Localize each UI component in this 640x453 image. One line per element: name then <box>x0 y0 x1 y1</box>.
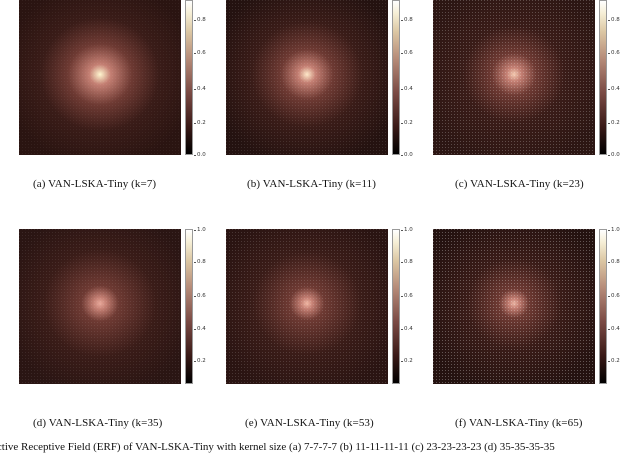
colorbar-tick: 0.2 <box>401 120 413 126</box>
colorbar-tick: 0.4 <box>194 326 206 332</box>
colorbar-tick: 0.2 <box>194 120 206 126</box>
subfigure-caption: (e) VAN-LSKA-Tiny (k=53) <box>245 417 374 429</box>
colorbar-tick: 0.8 <box>401 17 413 23</box>
colorbar-tick: 0.8 <box>194 259 206 265</box>
subfigure-caption: (c) VAN-LSKA-Tiny (k=23) <box>455 178 584 190</box>
colorbar-tick: 0.6 <box>194 293 206 299</box>
subfigure-caption: (b) VAN-LSKA-Tiny (k=11) <box>247 178 377 190</box>
colorbar <box>392 0 400 155</box>
erf-heatmap <box>226 229 388 384</box>
subfigure-caption: (f) VAN-LSKA-Tiny (k=65) <box>455 417 583 429</box>
colorbar-tick: 1.0 <box>194 227 206 233</box>
colorbar-tick: 0.2 <box>194 358 206 364</box>
erf-heatmap <box>226 0 388 155</box>
colorbar-tick: 0.4 <box>608 326 620 332</box>
colorbar-tick: 0.8 <box>194 17 206 23</box>
colorbar <box>185 0 193 155</box>
colorbar-tick: 1.0 <box>401 227 413 233</box>
subfigure-caption: (d) VAN-LSKA-Tiny (k=35) <box>33 417 163 429</box>
erf-heatmap <box>19 229 181 384</box>
colorbar-tick: 0.4 <box>401 86 413 92</box>
colorbar <box>185 229 193 384</box>
colorbar-tick: 0.6 <box>401 293 413 299</box>
colorbar-tick: 0.4 <box>401 326 413 332</box>
colorbar-tick: 0.6 <box>608 50 620 56</box>
colorbar <box>599 229 607 384</box>
colorbar-tick: 0.8 <box>608 259 620 265</box>
colorbar-tick: 0.6 <box>401 50 413 56</box>
subfigure-caption: (a) VAN-LSKA-Tiny (k=7) <box>33 178 157 190</box>
colorbar-tick: 0.6 <box>194 50 206 56</box>
erf-heatmap <box>433 229 595 384</box>
colorbar-tick: 0.8 <box>608 17 620 23</box>
figure-caption: ective Receptive Field (ERF) of VAN-LSKA… <box>0 441 555 453</box>
colorbar-tick: 0.6 <box>608 293 620 299</box>
colorbar-tick: 0.8 <box>401 259 413 265</box>
colorbar-tick: 0.4 <box>608 86 620 92</box>
colorbar-tick: 0.2 <box>608 358 620 364</box>
erf-heatmap <box>19 0 181 155</box>
colorbar-tick: 0.0 <box>194 152 206 158</box>
colorbar <box>392 229 400 384</box>
colorbar-tick: 0.4 <box>194 86 206 92</box>
colorbar-tick: 0.0 <box>401 152 413 158</box>
colorbar-tick: 0.2 <box>401 358 413 364</box>
colorbar <box>599 0 607 155</box>
colorbar-tick: 0.2 <box>608 120 620 126</box>
colorbar-tick: 0.0 <box>608 152 620 158</box>
colorbar-tick: 1.0 <box>608 227 620 233</box>
erf-heatmap <box>433 0 595 155</box>
